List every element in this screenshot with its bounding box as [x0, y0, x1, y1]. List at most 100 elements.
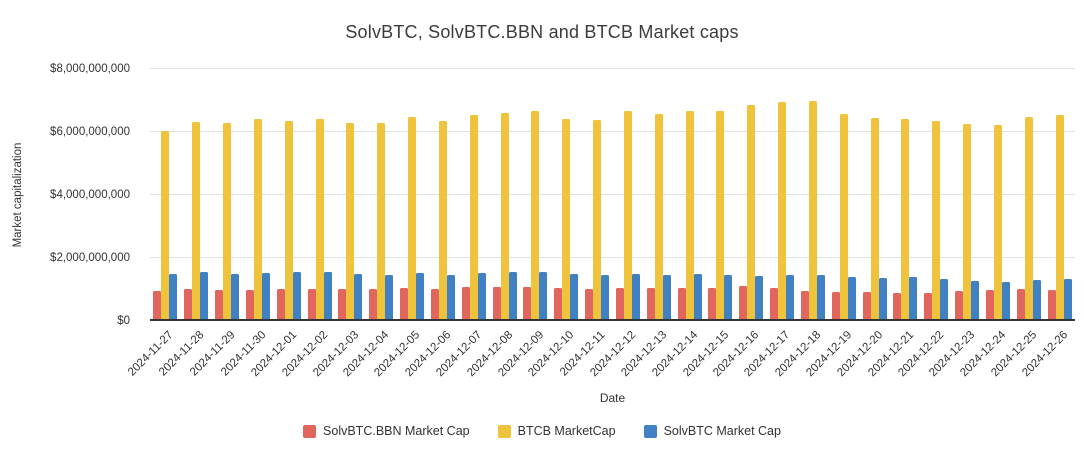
bar-solvbtc-market-cap[interactable]	[878, 278, 887, 319]
bar-solvbtc-bbn-market-cap[interactable]	[554, 288, 563, 319]
bar-solvbtc-bbn-market-cap[interactable]	[1047, 290, 1056, 319]
bar-solvbtc-market-cap[interactable]	[354, 274, 363, 319]
bar-solvbtc-bbn-market-cap[interactable]	[708, 288, 717, 319]
bar-solvbtc-bbn-market-cap[interactable]	[646, 288, 655, 319]
bar-solvbtc-market-cap[interactable]	[1063, 279, 1072, 319]
bar-solvbtc-market-cap[interactable]	[477, 273, 486, 319]
bar-btcb-marketcap[interactable]	[654, 114, 663, 319]
bar-solvbtc-bbn-market-cap[interactable]	[677, 288, 686, 319]
bar-solvbtc-bbn-market-cap[interactable]	[400, 288, 409, 319]
bar-solvbtc-bbn-market-cap[interactable]	[739, 286, 748, 319]
legend-swatch	[303, 424, 317, 438]
bar-btcb-marketcap[interactable]	[469, 115, 478, 319]
bar-solvbtc-market-cap[interactable]	[693, 274, 702, 319]
bar-btcb-marketcap[interactable]	[901, 119, 910, 319]
bar-btcb-marketcap[interactable]	[808, 101, 817, 319]
bar-solvbtc-bbn-market-cap[interactable]	[461, 287, 470, 319]
bar-solvbtc-market-cap[interactable]	[539, 272, 548, 319]
bar-solvbtc-bbn-market-cap[interactable]	[153, 291, 162, 319]
bar-solvbtc-bbn-market-cap[interactable]	[369, 289, 378, 319]
bar-solvbtc-market-cap[interactable]	[446, 275, 455, 319]
bar-solvbtc-bbn-market-cap[interactable]	[985, 290, 994, 319]
bar-btcb-marketcap[interactable]	[377, 123, 386, 319]
bar-solvbtc-market-cap[interactable]	[570, 274, 579, 319]
bar-solvbtc-bbn-market-cap[interactable]	[276, 289, 285, 319]
bar-solvbtc-market-cap[interactable]	[261, 273, 270, 319]
bar-solvbtc-market-cap[interactable]	[662, 275, 671, 319]
bar-btcb-marketcap[interactable]	[500, 113, 509, 319]
bar-solvbtc-market-cap[interactable]	[416, 273, 425, 319]
bar-btcb-marketcap[interactable]	[593, 120, 602, 319]
bar-btcb-marketcap[interactable]	[623, 111, 632, 319]
bar-solvbtc-market-cap[interactable]	[200, 272, 209, 319]
bar-solvbtc-bbn-market-cap[interactable]	[893, 293, 902, 319]
bar-group	[492, 69, 517, 319]
bar-solvbtc-market-cap[interactable]	[971, 281, 980, 319]
bar-solvbtc-bbn-market-cap[interactable]	[184, 289, 193, 319]
bar-solvbtc-market-cap[interactable]	[508, 272, 517, 319]
bar-btcb-marketcap[interactable]	[315, 119, 324, 319]
bar-solvbtc-market-cap[interactable]	[786, 275, 795, 319]
bar-solvbtc-bbn-market-cap[interactable]	[955, 291, 964, 319]
bar-btcb-marketcap[interactable]	[223, 123, 232, 319]
bar-group	[215, 69, 240, 319]
bar-solvbtc-market-cap[interactable]	[940, 279, 949, 319]
bar-btcb-marketcap[interactable]	[1055, 115, 1064, 319]
bar-btcb-marketcap[interactable]	[685, 111, 694, 319]
bar-btcb-marketcap[interactable]	[192, 122, 201, 319]
bar-solvbtc-bbn-market-cap[interactable]	[585, 289, 594, 319]
bar-solvbtc-market-cap[interactable]	[385, 275, 394, 319]
bar-solvbtc-market-cap[interactable]	[169, 274, 178, 319]
bar-solvbtc-market-cap[interactable]	[847, 277, 856, 319]
bar-solvbtc-bbn-market-cap[interactable]	[924, 293, 933, 319]
bar-btcb-marketcap[interactable]	[531, 111, 540, 319]
bar-solvbtc-market-cap[interactable]	[724, 275, 733, 319]
legend-label: SolvBTC Market Cap	[663, 424, 781, 438]
bar-solvbtc-bbn-market-cap[interactable]	[492, 287, 501, 319]
bar-solvbtc-bbn-market-cap[interactable]	[770, 288, 779, 319]
bar-btcb-marketcap[interactable]	[839, 114, 848, 319]
bar-btcb-marketcap[interactable]	[284, 121, 293, 319]
bar-solvbtc-bbn-market-cap[interactable]	[1016, 289, 1025, 319]
bar-btcb-marketcap[interactable]	[747, 105, 756, 319]
bar-solvbtc-bbn-market-cap[interactable]	[430, 289, 439, 319]
bar-solvbtc-bbn-market-cap[interactable]	[615, 288, 624, 319]
bar-group	[554, 69, 579, 319]
bar-group	[739, 69, 764, 319]
bar-solvbtc-bbn-market-cap[interactable]	[862, 292, 871, 319]
bar-solvbtc-bbn-market-cap[interactable]	[800, 291, 809, 319]
bar-solvbtc-market-cap[interactable]	[1032, 280, 1041, 319]
bar-solvbtc-bbn-market-cap[interactable]	[338, 289, 347, 319]
bar-solvbtc-market-cap[interactable]	[292, 272, 301, 319]
bar-btcb-marketcap[interactable]	[346, 123, 355, 319]
legend-item-btcb-marketcap[interactable]: BTCB MarketCap	[497, 424, 616, 438]
bar-solvbtc-bbn-market-cap[interactable]	[215, 290, 224, 319]
bar-solvbtc-market-cap[interactable]	[909, 277, 918, 319]
bar-btcb-marketcap[interactable]	[1024, 117, 1033, 319]
bar-btcb-marketcap[interactable]	[716, 111, 725, 319]
bar-btcb-marketcap[interactable]	[253, 119, 262, 319]
bar-solvbtc-market-cap[interactable]	[755, 276, 764, 319]
legend-item-solvbtc-bbn-market-cap[interactable]: SolvBTC.BBN Market Cap	[303, 424, 470, 438]
bar-btcb-marketcap[interactable]	[161, 131, 170, 319]
bar-solvbtc-bbn-market-cap[interactable]	[307, 289, 316, 319]
bar-btcb-marketcap[interactable]	[993, 125, 1002, 319]
bar-btcb-marketcap[interactable]	[778, 102, 787, 319]
bar-solvbtc-market-cap[interactable]	[1001, 282, 1010, 319]
bar-btcb-marketcap[interactable]	[932, 121, 941, 319]
bar-solvbtc-market-cap[interactable]	[816, 275, 825, 319]
bar-solvbtc-bbn-market-cap[interactable]	[523, 287, 532, 319]
y-tick-label: $8,000,000,000	[50, 63, 130, 75]
bar-btcb-marketcap[interactable]	[408, 117, 417, 319]
bar-solvbtc-market-cap[interactable]	[323, 272, 332, 319]
bar-btcb-marketcap[interactable]	[438, 121, 447, 319]
bar-solvbtc-market-cap[interactable]	[231, 274, 240, 319]
bar-btcb-marketcap[interactable]	[562, 119, 571, 319]
bar-solvbtc-market-cap[interactable]	[601, 275, 610, 319]
bar-btcb-marketcap[interactable]	[963, 124, 972, 319]
bar-btcb-marketcap[interactable]	[870, 118, 879, 319]
bar-solvbtc-market-cap[interactable]	[631, 274, 640, 319]
bar-solvbtc-bbn-market-cap[interactable]	[245, 290, 254, 319]
bar-solvbtc-bbn-market-cap[interactable]	[831, 292, 840, 319]
legend-item-solvbtc-market-cap[interactable]: SolvBTC Market Cap	[643, 424, 781, 438]
